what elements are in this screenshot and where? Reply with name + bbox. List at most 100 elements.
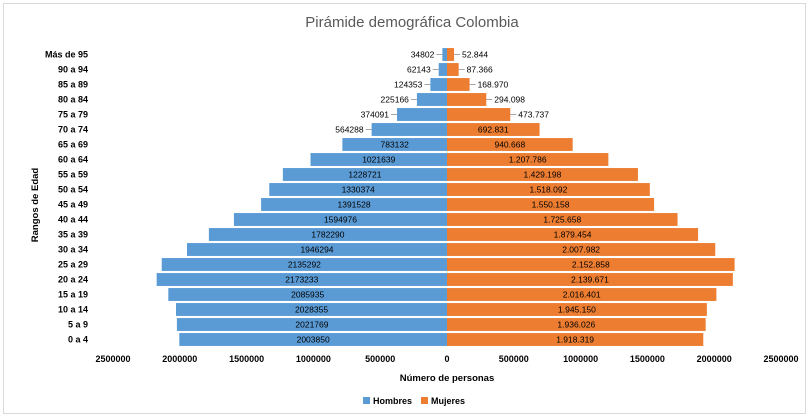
data-label-mujeres: 1.879.454	[554, 230, 592, 240]
bar-mujeres	[447, 153, 609, 166]
data-label-hombres: 1946294	[300, 245, 333, 255]
data-label-hombres: 374091	[361, 110, 390, 120]
chart-title: Pirámide demográfica Colombia	[305, 14, 519, 31]
category-label: 40 a 44	[58, 215, 88, 225]
category-label: 20 a 24	[58, 275, 88, 285]
category-label: 5 a 9	[68, 320, 88, 330]
category-label: 30 a 34	[58, 245, 88, 255]
bar-mujeres	[447, 183, 650, 196]
bar-mujeres	[447, 93, 487, 106]
legend-swatch	[363, 397, 370, 404]
bar-mujeres	[447, 258, 735, 271]
data-label-hombres: 124353	[394, 80, 423, 90]
bar-mujeres	[447, 318, 706, 331]
data-label-hombres: 2173233	[285, 275, 318, 285]
category-label: 80 a 84	[58, 95, 88, 105]
data-label-hombres: 1021639	[362, 155, 395, 165]
data-label-hombres: 225166	[381, 95, 410, 105]
category-label: 45 a 49	[58, 200, 88, 210]
x-tick-label: 500000	[499, 354, 529, 364]
data-label-mujeres: 692.831	[478, 125, 509, 135]
category-label: 25 a 29	[58, 260, 88, 270]
data-label-hombres: 2028355	[295, 305, 328, 315]
bar-mujeres	[447, 168, 638, 181]
bar-hombres	[342, 138, 447, 151]
data-label-mujeres: 1.207.786	[509, 155, 547, 165]
x-tick-label: 2500000	[95, 354, 130, 364]
bar-mujeres	[447, 333, 704, 346]
bar-mujeres	[447, 303, 707, 316]
category-label: 55 a 59	[58, 170, 88, 180]
data-label-mujeres: 2.139.671	[571, 275, 609, 285]
category-label: 35 a 39	[58, 230, 88, 240]
category-label: 15 a 19	[58, 290, 88, 300]
data-label-hombres: 564288	[335, 125, 364, 135]
y-axis-title: Rangos de Edad	[30, 168, 41, 243]
data-label-mujeres: 1.429.198	[524, 170, 562, 180]
data-label-mujeres: 52.844	[462, 50, 488, 60]
legend-label: Mujeres	[431, 396, 465, 406]
bar-hombres	[161, 258, 448, 271]
category-label: 85 a 89	[58, 80, 88, 90]
x-tick-label: 0	[444, 354, 449, 364]
x-tick-label: 500000	[365, 354, 395, 364]
bar-hombres	[442, 48, 447, 61]
bar-hombres	[282, 168, 447, 181]
category-label: 70 a 74	[58, 125, 88, 135]
data-label-mujeres: 1.936.026	[557, 320, 595, 330]
x-axis-title: Número de personas	[400, 373, 495, 384]
data-label-mujeres: 940.668	[494, 140, 525, 150]
category-label: 60 a 64	[58, 155, 88, 165]
x-tick-label: 2500000	[763, 354, 798, 364]
category-label: 50 a 54	[58, 185, 88, 195]
legend: Hombres Mujeres	[363, 396, 465, 406]
data-label-mujeres: 473.737	[518, 110, 549, 120]
legend-swatch	[421, 397, 428, 404]
data-label-hombres: 1782290	[311, 230, 344, 240]
data-label-mujeres: 2.152.858	[572, 260, 610, 270]
data-label-mujeres: 87.366	[467, 65, 493, 75]
bar-mujeres	[447, 78, 470, 91]
bar-hombres	[261, 198, 447, 211]
data-label-mujeres: 1.918.319	[556, 335, 594, 345]
category-label: 75 a 79	[58, 110, 88, 120]
bar-mujeres	[447, 288, 717, 301]
bar-hombres	[438, 63, 447, 76]
bar-hombres	[179, 333, 447, 346]
category-label: Más de 95	[45, 50, 88, 60]
bar-mujeres	[447, 273, 733, 286]
category-label: 0 a 4	[68, 335, 88, 345]
bar-hombres	[168, 288, 447, 301]
data-label-mujeres: 1.725.658	[543, 215, 581, 225]
bar-mujeres	[447, 138, 573, 151]
bar-hombres	[176, 303, 447, 316]
data-label-hombres: 2003850	[297, 335, 330, 345]
bar-mujeres	[447, 108, 511, 121]
data-label-mujeres: 168.970	[478, 80, 509, 90]
data-label-mujeres: 1.550.158	[532, 200, 570, 210]
x-tick-label: 1500000	[630, 354, 665, 364]
bar-mujeres	[447, 63, 459, 76]
data-label-hombres: 2021769	[295, 320, 328, 330]
bar-mujeres	[447, 123, 540, 136]
bar-hombres	[156, 273, 447, 286]
data-label-hombres: 2135292	[288, 260, 321, 270]
data-label-hombres: 1594976	[324, 215, 357, 225]
bar-hombres	[233, 213, 447, 226]
data-label-mujeres: 1.945.150	[558, 305, 596, 315]
data-label-mujeres: 294.098	[494, 95, 525, 105]
data-label-hombres: 1330374	[342, 185, 375, 195]
bar-mujeres	[447, 198, 655, 211]
category-label: 90 a 94	[58, 65, 88, 75]
data-label-hombres: 34802	[411, 50, 435, 60]
x-tick-label: 1500000	[229, 354, 264, 364]
bar-mujeres	[447, 213, 678, 226]
bar-mujeres	[447, 243, 716, 256]
bar-hombres	[176, 318, 447, 331]
data-label-hombres: 2085935	[291, 290, 324, 300]
bar-hombres	[430, 78, 447, 91]
x-tick-label: 2000000	[697, 354, 732, 364]
bar-hombres	[397, 108, 447, 121]
data-label-mujeres: 2.016.401	[563, 290, 601, 300]
